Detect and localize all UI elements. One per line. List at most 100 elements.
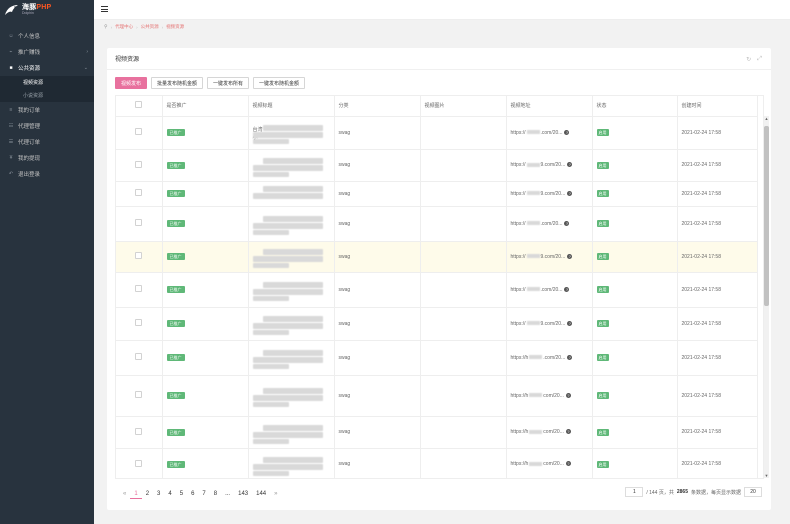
- row-select-cell[interactable]: [116, 416, 163, 449]
- table-row[interactable]: 已推广 swag https:// .com/20...? 启用 2021-02-24 1…: [116, 206, 758, 242]
- publish-all-button[interactable]: 一键发布所有: [207, 77, 250, 89]
- page-jump-input[interactable]: 1: [625, 487, 644, 497]
- table-row[interactable]: 已推广 swag https:// 9.com/20...? 启用 2021-02-24 …: [116, 241, 758, 273]
- table-row[interactable]: 已推广 swag https:// 9.com/20...? 启用 2021-02-24 …: [116, 149, 758, 182]
- status-badge[interactable]: 启用: [596, 320, 609, 327]
- table-row[interactable]: 已推广 swag https:// .com/20...? 启用 2021-02-24 1…: [116, 272, 758, 308]
- title-cell: [248, 149, 335, 182]
- help-icon[interactable]: ?: [564, 129, 570, 135]
- row-select-cell[interactable]: [116, 340, 163, 376]
- breadcrumb-level1[interactable]: 公共资源: [140, 24, 159, 29]
- page-link[interactable]: 1: [130, 489, 142, 499]
- help-icon[interactable]: ?: [565, 461, 571, 467]
- table-row[interactable]: 已推广 swag https:// 9.com/20...? 启用 2021-02-24 …: [116, 181, 758, 207]
- sidebar-item-withdraw[interactable]: ¥ 我的提现: [0, 150, 94, 166]
- status-badge[interactable]: 启用: [596, 354, 609, 361]
- help-icon[interactable]: ?: [567, 190, 573, 196]
- help-icon[interactable]: ?: [564, 286, 570, 292]
- sidebar-item-public-resources[interactable]: ■ 公共资源 ⌄: [0, 60, 94, 76]
- category-cell: swag: [334, 307, 421, 341]
- row-select-cell[interactable]: [116, 149, 163, 182]
- status-badge[interactable]: 启用: [596, 220, 609, 227]
- row-checkbox[interactable]: [135, 353, 143, 360]
- next-page-button[interactable]: »: [274, 491, 278, 497]
- table-row[interactable]: 已推广 swag https://h .com/20...? 启用 2021-02-24 …: [116, 340, 758, 376]
- scroll-down-icon[interactable]: ▼: [764, 473, 769, 478]
- logo[interactable]: 海豚PHP Dolphin: [0, 0, 94, 20]
- status-badge[interactable]: 启用: [596, 190, 609, 197]
- row-checkbox[interactable]: [135, 427, 143, 435]
- sidebar-item-logout[interactable]: ↶ 退出登录: [0, 166, 94, 182]
- sidebar-item-agent-manage[interactable]: ☷ 代理管理: [0, 118, 94, 134]
- page-link[interactable]: 4: [168, 491, 172, 497]
- row-checkbox[interactable]: [135, 219, 143, 226]
- table-row[interactable]: 已推广 swag https:// 9.com/20...? 启用 2021-02-24 …: [116, 307, 758, 341]
- help-icon[interactable]: ?: [567, 320, 573, 326]
- select-all-cell[interactable]: [116, 96, 163, 117]
- page-link[interactable]: 3: [157, 491, 161, 497]
- table-row[interactable]: 已推广 swag https://h com/20...? 启用 2021-02-24 1…: [116, 416, 758, 449]
- row-select-cell[interactable]: [116, 375, 163, 417]
- row-select-cell[interactable]: [116, 307, 163, 341]
- page-link[interactable]: 143: [238, 491, 249, 497]
- table-row[interactable]: 已推广 台湾小 swag https://.com/20...? 启用 2021-02-2…: [116, 116, 758, 150]
- breadcrumb-home[interactable]: 代理中心: [115, 24, 134, 29]
- page-link[interactable]: 2: [145, 491, 150, 497]
- row-checkbox[interactable]: [135, 160, 143, 168]
- sidebar-item-promote[interactable]: ⌁ 推广赚钱 ›: [0, 44, 94, 60]
- row-checkbox[interactable]: [135, 285, 143, 292]
- help-icon[interactable]: ?: [567, 354, 573, 360]
- row-select-cell[interactable]: [116, 448, 163, 478]
- status-badge[interactable]: 启用: [596, 129, 609, 136]
- table-scrollbar[interactable]: ▲ ▼: [764, 116, 769, 478]
- page-link[interactable]: 5: [179, 491, 184, 497]
- row-select-cell[interactable]: [116, 241, 163, 273]
- sidebar-subitem-novel[interactable]: 小说资源: [23, 93, 44, 99]
- per-page-input[interactable]: 20: [744, 487, 762, 497]
- help-icon[interactable]: ?: [567, 253, 573, 259]
- publish-random-amount-button[interactable]: 一键发布随机金额: [253, 77, 306, 89]
- row-checkbox[interactable]: [135, 319, 143, 326]
- breadcrumb-level2[interactable]: 视频资源: [166, 24, 185, 29]
- row-checkbox[interactable]: [135, 189, 143, 196]
- status-badge[interactable]: 启用: [596, 392, 609, 399]
- row-select-cell[interactable]: [116, 206, 163, 242]
- prev-page-button[interactable]: «: [123, 491, 127, 497]
- page-link[interactable]: 7: [202, 491, 206, 497]
- refresh-icon[interactable]: ↻: [746, 57, 752, 63]
- page-link[interactable]: 8: [213, 491, 218, 497]
- promo-cell: 已推广: [162, 448, 249, 478]
- sidebar-item-agent-orders[interactable]: ☰ 代理订单: [0, 134, 94, 150]
- url-suffix: 9.com/20...: [540, 190, 566, 197]
- scroll-thumb[interactable]: [764, 126, 769, 306]
- table-row[interactable]: 已推广 swag https://h com/20...? 启用 2021-02-24 1…: [116, 448, 758, 478]
- help-icon[interactable]: ?: [564, 220, 570, 226]
- batch-random-amount-button[interactable]: 批量发布随机金额: [151, 77, 204, 89]
- fullscreen-icon[interactable]: ⤢: [757, 56, 762, 62]
- status-badge[interactable]: 启用: [596, 286, 609, 293]
- row-checkbox[interactable]: [135, 391, 143, 398]
- table-row[interactable]: 已推广 swag https://h com/20...? 启用 2021-02-24 1…: [116, 375, 758, 417]
- sidebar-item-profile[interactable]: ☺ 个人信息: [0, 28, 94, 44]
- help-icon[interactable]: ?: [567, 162, 573, 168]
- scroll-up-icon[interactable]: ▲: [764, 116, 769, 121]
- menu-toggle-icon[interactable]: [101, 6, 108, 13]
- row-checkbox[interactable]: [135, 128, 143, 135]
- status-badge[interactable]: 启用: [596, 161, 609, 169]
- row-checkbox[interactable]: [135, 459, 143, 467]
- row-select-cell[interactable]: [116, 116, 163, 150]
- help-icon[interactable]: ?: [565, 392, 571, 398]
- publish-video-button[interactable]: 视频发布: [115, 77, 148, 89]
- help-icon[interactable]: ?: [565, 429, 571, 435]
- status-badge[interactable]: 启用: [596, 428, 609, 436]
- row-select-cell[interactable]: [116, 181, 163, 207]
- row-select-cell[interactable]: [116, 272, 163, 308]
- row-checkbox[interactable]: [135, 252, 143, 259]
- status-badge[interactable]: 启用: [596, 253, 609, 260]
- status-badge[interactable]: 启用: [596, 460, 609, 468]
- select-all-checkbox[interactable]: [135, 101, 143, 109]
- page-link[interactable]: 6: [191, 491, 195, 497]
- sidebar-subitem-video[interactable]: 视频资源: [23, 80, 44, 86]
- page-link[interactable]: 144: [256, 491, 267, 497]
- sidebar-item-my-orders[interactable]: ≡ 我的订单: [0, 102, 94, 118]
